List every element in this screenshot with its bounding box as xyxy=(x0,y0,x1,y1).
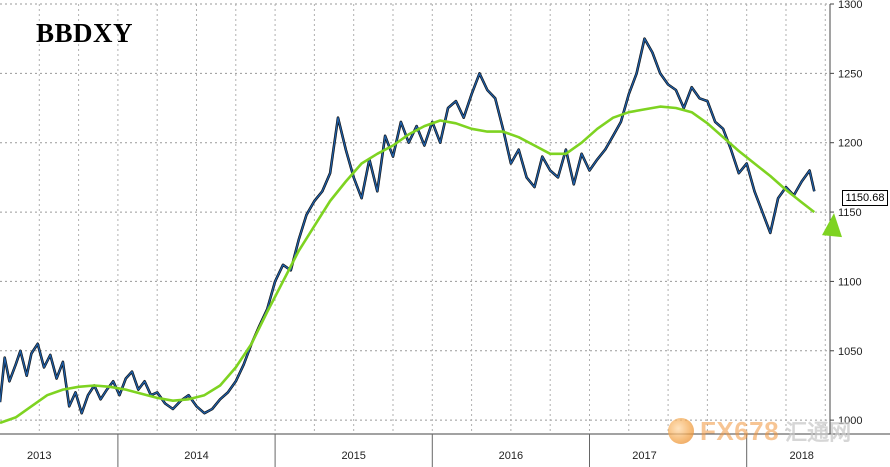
y-tick-label: 1100 xyxy=(838,276,862,288)
y-tick-label: 1250 xyxy=(838,68,862,80)
x-tick-label: 2017 xyxy=(632,450,656,462)
y-tick-label: 1200 xyxy=(838,138,862,150)
y-tick-label: 1150 xyxy=(838,207,862,219)
chart-title: BBDXY xyxy=(36,18,134,48)
watermark-logo-icon xyxy=(668,418,694,444)
price-series-shadow xyxy=(0,37,816,415)
watermark-latin: FX678 xyxy=(700,415,780,446)
x-tick-label: 2013 xyxy=(27,450,51,462)
x-tick-label: 2016 xyxy=(499,450,523,462)
x-tick-label: 2014 xyxy=(184,450,208,462)
y-tick-label: 1000 xyxy=(838,415,862,427)
price-series-line xyxy=(0,38,815,414)
watermark-cn: 汇通网 xyxy=(785,421,852,446)
last-value-label: 1150.68 xyxy=(842,190,888,206)
y-tick-label: 1300 xyxy=(838,0,862,11)
x-tick-label: 2018 xyxy=(789,450,813,462)
y-tick-label: 1050 xyxy=(838,346,862,358)
watermark: FX678 汇通网 xyxy=(668,416,851,446)
green-arrow-icon xyxy=(822,213,842,238)
x-tick-label: 2015 xyxy=(341,450,365,462)
moving-average-line xyxy=(0,105,816,425)
